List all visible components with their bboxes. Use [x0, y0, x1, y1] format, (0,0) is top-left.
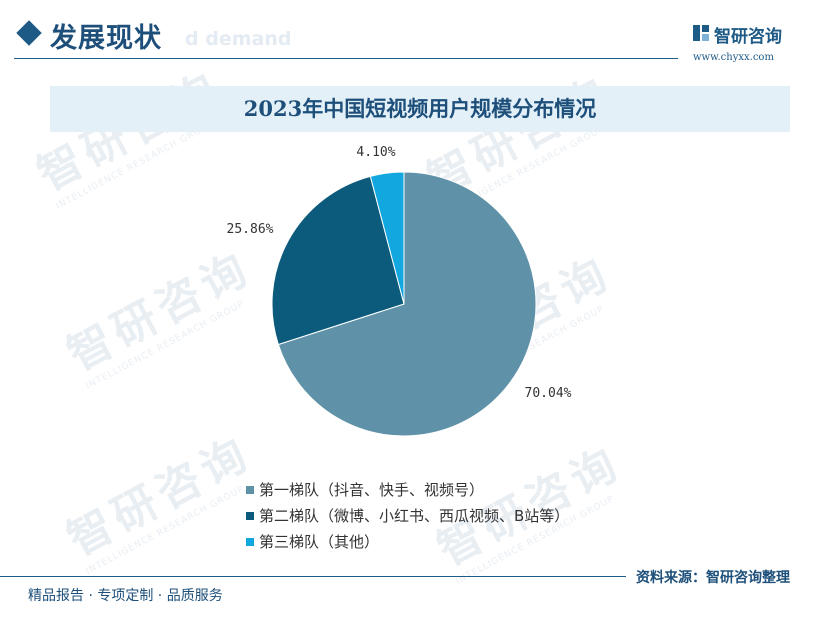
- page-title: 发展现状: [50, 23, 162, 54]
- legend-item: 第三梯队（其他）: [246, 529, 569, 555]
- header-divider: [14, 58, 678, 59]
- legend-item: 第二梯队（微博、小红书、西瓜视频、B站等）: [246, 503, 569, 529]
- pie-data-label: 4.10%: [356, 145, 395, 160]
- legend-swatch: [246, 485, 254, 494]
- header-subtitle-fragment: d demand: [185, 28, 292, 50]
- chart-title-box: 2023年中国短视频用户规模分布情况: [50, 86, 790, 132]
- legend-label: 第二梯队（微博、小红书、西瓜视频、B站等）: [259, 507, 570, 525]
- legend-swatch: [246, 537, 254, 546]
- pie-slice: [369, 171, 405, 305]
- chart-title: 2023年中国短视频用户规模分布情况: [243, 96, 597, 121]
- footer-source: 资料来源：智研咨询整理: [636, 570, 790, 586]
- pie-data-label: 70.04%: [525, 386, 572, 401]
- legend-label: 第三梯队（其他）: [259, 533, 380, 551]
- footer-tagline: 精品报告 · 专项定制 · 品质服务: [28, 588, 223, 604]
- chart-legend: 第一梯队（抖音、快手、视频号） 第二梯队（微博、小红书、西瓜视频、B站等） 第三…: [246, 477, 569, 555]
- legend-item: 第一梯队（抖音、快手、视频号）: [246, 477, 569, 503]
- logo-url: www.chyxx.com: [693, 52, 774, 63]
- footer-divider: [0, 576, 626, 577]
- legend-swatch: [246, 511, 254, 520]
- pie-slice: [271, 175, 405, 346]
- logo-name: 智研咨询: [714, 27, 782, 47]
- pie-data-label: 25.86%: [227, 222, 274, 237]
- logo-icon: [693, 25, 709, 41]
- legend-label: 第一梯队（抖音、快手、视频号）: [259, 481, 485, 499]
- pie-slice: [277, 171, 537, 437]
